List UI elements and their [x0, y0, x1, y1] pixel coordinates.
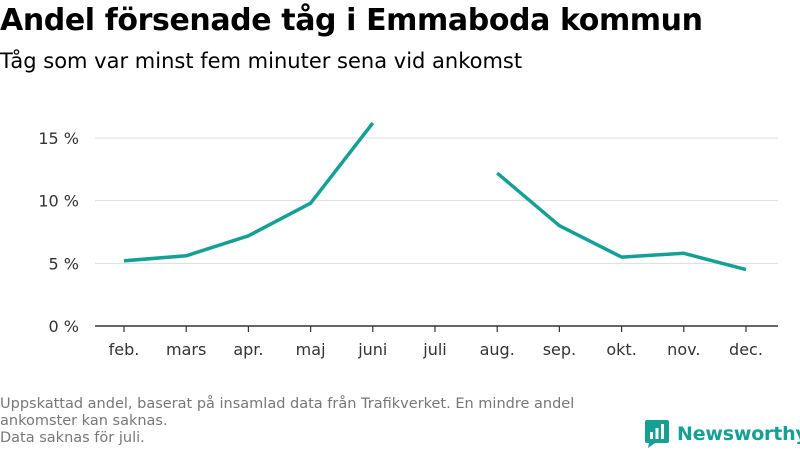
y-tick-label: 15 % [38, 129, 79, 148]
x-tick-label: dec. [729, 340, 763, 359]
footnote-line-2: Data saknas för juli. [0, 430, 145, 446]
x-tick-label: aug. [480, 340, 515, 359]
y-tick-label: 10 % [38, 192, 79, 211]
newsworthy-logo: Newsworthy [643, 419, 800, 449]
line-chart: 0 % 5 % 10 % 15 % feb. mars apr. maj juni juli aug… [38, 121, 778, 359]
y-tick-label: 0 % [49, 317, 79, 336]
x-tick-label: juli [422, 340, 446, 359]
x-tick-label: maj [296, 340, 326, 359]
series-line [496, 171, 747, 272]
chart-title: Andel försenade tåg i Emmaboda kommun [0, 3, 703, 38]
x-tick-label: apr. [233, 340, 263, 359]
x-tick-label: mars [166, 340, 206, 359]
footnote-line-1: Uppskattad andel, baserat på insamlad da… [0, 396, 575, 429]
x-tick-label: juni [357, 340, 387, 359]
x-tick-label: nov. [667, 340, 700, 359]
footnote: Uppskattad andel, baserat på insamlad da… [0, 396, 640, 447]
brand-name: Newsworthy [677, 423, 800, 445]
y-tick-label: 5 % [49, 254, 79, 273]
newsworthy-logo-icon [645, 420, 669, 448]
chart-subtitle: Tåg som var minst fem minuter sena vid a… [0, 49, 523, 73]
series-line [123, 121, 375, 263]
x-tick-label: feb. [109, 340, 140, 359]
x-tick-label: okt. [606, 340, 636, 359]
x-tick-label: sep. [543, 340, 576, 359]
